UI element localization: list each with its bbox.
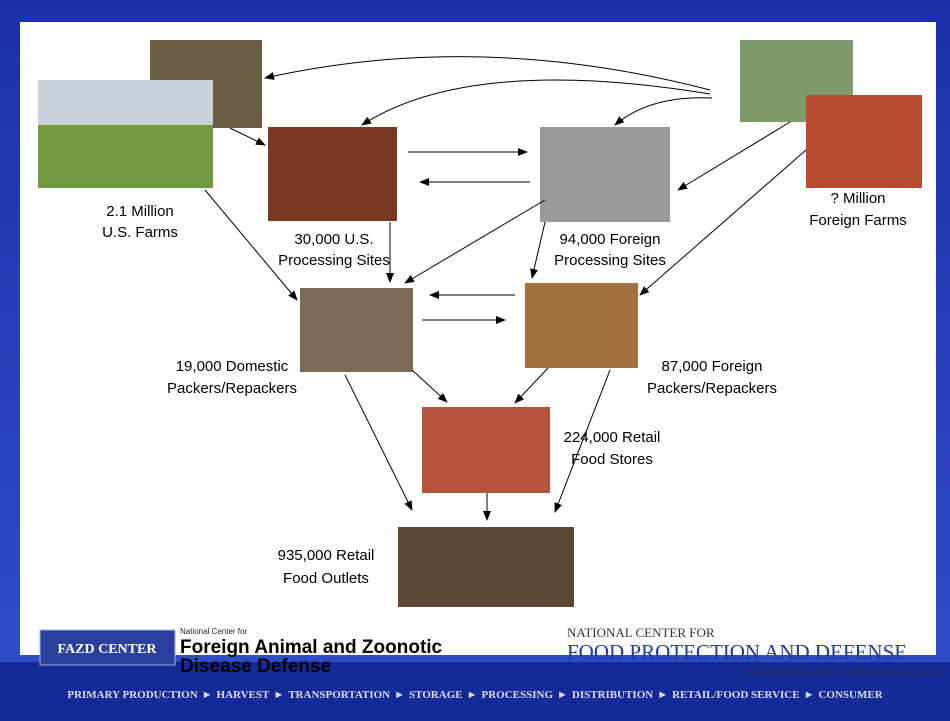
node-label: 19,000 Domestic [176, 358, 289, 375]
footer-step: STORAGE [409, 689, 463, 701]
node-label: Packers/Repackers [647, 380, 777, 397]
footer-separator: ► [394, 689, 405, 701]
footer-step: CONSUMER [818, 689, 883, 701]
node-label: 935,000 Retail [278, 547, 375, 564]
fazd-line1: Foreign Animal and Zoonotic [180, 637, 443, 658]
photo-foreign-packers [525, 283, 638, 368]
footer-step: HARVEST [217, 689, 270, 701]
node-label: Food Outlets [283, 570, 369, 587]
footer-step: PRIMARY PRODUCTION [67, 689, 197, 701]
photo-domestic-packers [300, 288, 413, 372]
footer-separator: ► [467, 689, 478, 701]
photo-retail-stores [422, 407, 550, 493]
photo-us-processing [268, 127, 397, 221]
node-label: 87,000 Foreign [662, 358, 763, 375]
footer-steps: PRIMARY PRODUCTION►HARVEST►TRANSPORTATIO… [67, 689, 883, 701]
footer-step: PROCESSING [481, 689, 553, 701]
photo-foreign-processing [540, 127, 670, 222]
node-label: 224,000 Retail [564, 429, 661, 446]
ncfpd-main: FOOD PROTECTION AND DEFENSE [567, 640, 907, 664]
node-label: ? Million [830, 190, 885, 207]
node-label: Packers/Repackers [167, 380, 297, 397]
footer-step: TRANSPORTATION [288, 689, 390, 701]
footer-separator: ► [202, 689, 213, 701]
node-label: 94,000 Foreign [560, 231, 661, 248]
node-label: 2.1 Million [106, 203, 174, 220]
node-label: U.S. Farms [102, 224, 178, 241]
ncfpd-top: NATIONAL CENTER FOR [567, 625, 715, 640]
node-label: Food Stores [571, 451, 653, 468]
footer-separator: ► [657, 689, 668, 701]
slide: 2.1 Million U.S. Farms 30,000 U.S. Proce… [0, 0, 950, 721]
fazd-line2: Disease Defense [180, 656, 331, 677]
footer-step: DISTRIBUTION [572, 689, 653, 701]
footer-separator: ► [557, 689, 568, 701]
ncfpd-sub: A HOMELAND SECURITY CENTER OF EXCELLENCE [745, 668, 938, 677]
photo-ship [806, 95, 922, 188]
page: 2.1 Million U.S. Farms 30,000 U.S. Proce… [0, 0, 950, 721]
node-label: Processing Sites [278, 252, 390, 269]
fazd-badge-text: FAZD CENTER [58, 642, 158, 657]
node-label: Foreign Farms [809, 212, 907, 229]
node-label: Processing Sites [554, 252, 666, 269]
fazd-small: National Center for [180, 627, 247, 636]
photo-farm-sky [38, 80, 213, 125]
node-label: 30,000 U.S. [294, 231, 373, 248]
footer-separator: ► [804, 689, 815, 701]
footer-separator: ► [273, 689, 284, 701]
photo-retail-outlets [398, 527, 574, 607]
footer-step: RETAIL/FOOD SERVICE [672, 689, 799, 701]
